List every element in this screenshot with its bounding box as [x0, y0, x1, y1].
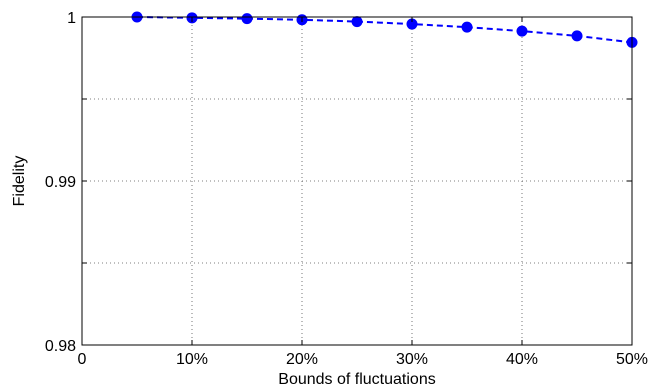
x-tick-label: 10% — [176, 351, 208, 368]
x-tick-label: 30% — [396, 351, 428, 368]
y-axis-label: Fidelity — [11, 156, 28, 207]
x-tick-label: 50% — [616, 351, 648, 368]
data-point — [406, 18, 418, 30]
series-layer — [131, 11, 638, 48]
y-tick-labels: 0.98 0.99 1 — [45, 10, 76, 355]
data-point — [571, 30, 583, 42]
x-tick-label: 40% — [506, 351, 538, 368]
y-tick-label: 0.99 — [45, 174, 76, 191]
data-point — [516, 25, 528, 37]
plot-frame — [81, 16, 633, 346]
grid-lines — [82, 17, 632, 345]
x-axis-label: Bounds of fluctuations — [278, 371, 435, 388]
data-point — [241, 13, 253, 25]
y-tick-label: 0.98 — [45, 338, 76, 355]
series-line — [136, 16, 633, 44]
x-tick-label: 0 — [78, 351, 87, 368]
data-point — [351, 16, 363, 28]
x-tick-label: 20% — [286, 351, 318, 368]
y-tick-label: 1 — [67, 10, 76, 27]
axis-ticks — [81, 16, 633, 346]
data-point — [461, 21, 473, 33]
x-tick-labels: 0 10% 20% 30% 40% 50% — [78, 351, 648, 368]
